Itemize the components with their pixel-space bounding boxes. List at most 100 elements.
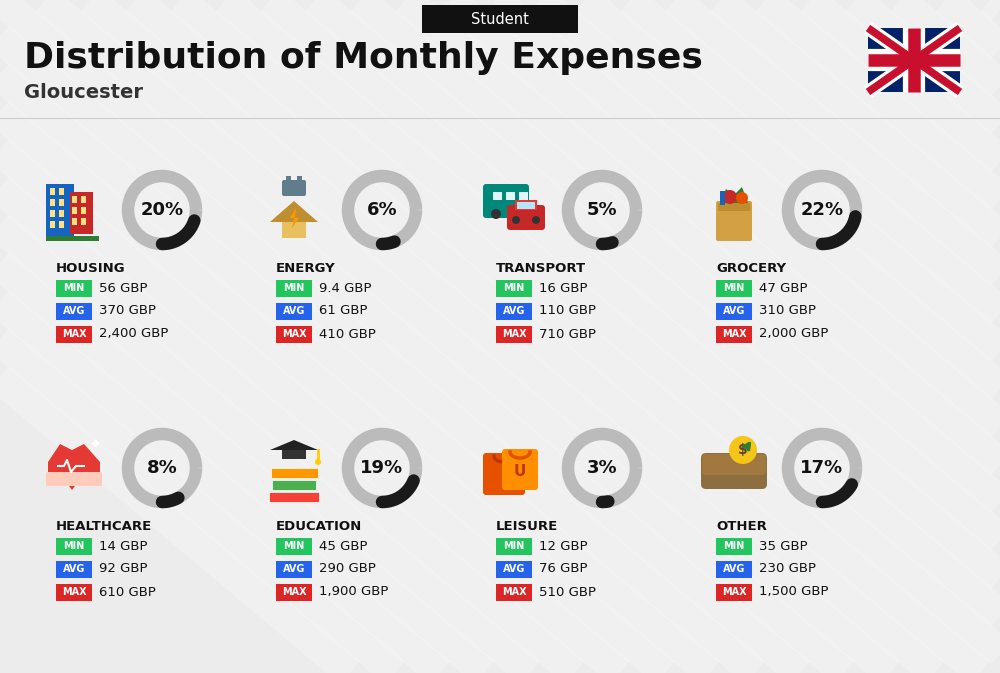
Bar xyxy=(517,202,535,209)
Bar xyxy=(506,192,515,200)
Text: AVG: AVG xyxy=(283,564,305,574)
Bar xyxy=(59,210,64,217)
Bar xyxy=(272,480,316,490)
Text: 710 GBP: 710 GBP xyxy=(539,328,596,341)
FancyBboxPatch shape xyxy=(502,449,538,490)
Text: 22%: 22% xyxy=(800,201,844,219)
FancyBboxPatch shape xyxy=(56,302,92,320)
FancyBboxPatch shape xyxy=(701,453,767,489)
Text: 45 GBP: 45 GBP xyxy=(319,540,368,553)
Text: AVG: AVG xyxy=(503,564,525,574)
Text: MIN: MIN xyxy=(283,541,305,551)
Text: AVG: AVG xyxy=(503,306,525,316)
Text: 370 GBP: 370 GBP xyxy=(99,304,156,318)
FancyBboxPatch shape xyxy=(716,538,752,555)
Text: MIN: MIN xyxy=(503,541,525,551)
FancyBboxPatch shape xyxy=(56,279,92,297)
Bar xyxy=(81,218,86,225)
Text: AVG: AVG xyxy=(63,306,85,316)
FancyBboxPatch shape xyxy=(276,561,312,577)
Text: MIN: MIN xyxy=(63,283,85,293)
Bar xyxy=(59,199,64,206)
FancyBboxPatch shape xyxy=(496,583,532,600)
Polygon shape xyxy=(720,187,748,203)
Text: 61 GBP: 61 GBP xyxy=(319,304,368,318)
FancyBboxPatch shape xyxy=(702,454,766,475)
Bar xyxy=(515,200,537,210)
Text: U: U xyxy=(514,464,526,479)
Polygon shape xyxy=(270,201,318,222)
Text: MAX: MAX xyxy=(282,329,306,339)
Bar xyxy=(92,442,99,445)
FancyBboxPatch shape xyxy=(716,279,752,297)
FancyBboxPatch shape xyxy=(56,326,92,343)
FancyBboxPatch shape xyxy=(276,326,312,343)
FancyBboxPatch shape xyxy=(716,302,752,320)
Bar xyxy=(81,207,86,214)
Text: MAX: MAX xyxy=(282,587,306,597)
Text: TRANSPORT: TRANSPORT xyxy=(496,262,586,275)
Polygon shape xyxy=(48,444,100,490)
Bar xyxy=(70,192,93,234)
FancyBboxPatch shape xyxy=(716,201,752,241)
Text: LEISURE: LEISURE xyxy=(496,520,558,532)
Bar xyxy=(282,450,306,459)
Circle shape xyxy=(532,216,540,224)
Text: Gloucester: Gloucester xyxy=(24,83,143,102)
Text: MAX: MAX xyxy=(722,329,746,339)
Bar xyxy=(286,176,291,186)
Text: AVG: AVG xyxy=(283,306,305,316)
FancyBboxPatch shape xyxy=(496,279,532,297)
FancyBboxPatch shape xyxy=(422,5,578,33)
Text: 16 GBP: 16 GBP xyxy=(539,281,588,295)
Text: 310 GBP: 310 GBP xyxy=(759,304,816,318)
Text: 92 GBP: 92 GBP xyxy=(99,563,148,575)
Circle shape xyxy=(723,190,737,204)
Text: 47 GBP: 47 GBP xyxy=(759,281,808,295)
Text: MIN: MIN xyxy=(283,283,305,293)
Text: 5%: 5% xyxy=(587,201,617,219)
FancyBboxPatch shape xyxy=(56,538,92,555)
Text: 19%: 19% xyxy=(360,459,404,477)
FancyBboxPatch shape xyxy=(496,326,532,343)
Polygon shape xyxy=(290,208,299,228)
Text: Distribution of Monthly Expenses: Distribution of Monthly Expenses xyxy=(24,41,703,75)
FancyBboxPatch shape xyxy=(282,180,306,196)
Text: MIN: MIN xyxy=(723,541,745,551)
Text: AVG: AVG xyxy=(723,564,745,574)
Text: 14 GBP: 14 GBP xyxy=(99,540,148,553)
Bar xyxy=(72,207,77,214)
Text: HEALTHCARE: HEALTHCARE xyxy=(56,520,152,532)
Text: MAX: MAX xyxy=(722,587,746,597)
FancyBboxPatch shape xyxy=(496,302,532,320)
Bar xyxy=(493,192,502,200)
Text: MAX: MAX xyxy=(62,329,86,339)
FancyBboxPatch shape xyxy=(496,561,532,577)
FancyBboxPatch shape xyxy=(56,583,92,600)
Bar xyxy=(271,468,318,478)
Bar xyxy=(50,210,55,217)
Bar xyxy=(519,192,528,200)
Circle shape xyxy=(512,216,520,224)
Text: 56 GBP: 56 GBP xyxy=(99,281,148,295)
Bar xyxy=(50,188,55,195)
FancyBboxPatch shape xyxy=(716,561,752,577)
Text: ENERGY: ENERGY xyxy=(276,262,336,275)
Text: 8%: 8% xyxy=(147,459,177,477)
Polygon shape xyxy=(270,440,318,450)
Text: 610 GBP: 610 GBP xyxy=(99,586,156,598)
FancyBboxPatch shape xyxy=(496,538,532,555)
FancyBboxPatch shape xyxy=(276,302,312,320)
Bar xyxy=(50,199,55,206)
Text: 230 GBP: 230 GBP xyxy=(759,563,816,575)
Bar xyxy=(81,196,86,203)
Text: 76 GBP: 76 GBP xyxy=(539,563,588,575)
Bar xyxy=(94,440,97,447)
Text: 17%: 17% xyxy=(800,459,844,477)
Text: MIN: MIN xyxy=(503,283,525,293)
Text: 1,900 GBP: 1,900 GBP xyxy=(319,586,388,598)
Bar xyxy=(269,492,319,502)
Text: 3%: 3% xyxy=(587,459,617,477)
FancyBboxPatch shape xyxy=(56,561,92,577)
Text: Student: Student xyxy=(471,11,529,26)
